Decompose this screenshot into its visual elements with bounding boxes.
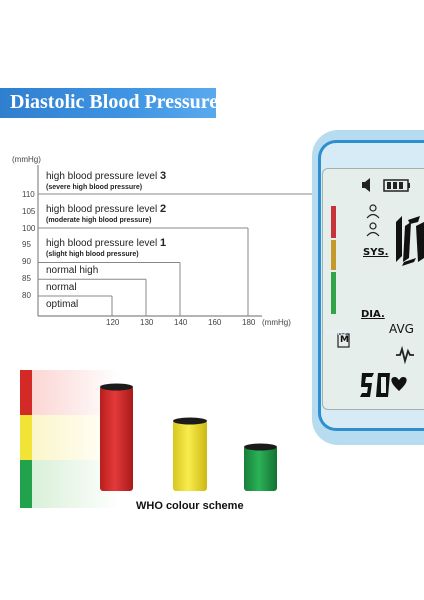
x-tick: 120 xyxy=(106,318,120,327)
level-sub-2: (moderate high blood pressure) xyxy=(46,217,152,224)
y-tick: 100 xyxy=(22,224,36,233)
who-bar-green xyxy=(331,272,336,314)
level-sub-3: (severe high blood pressure) xyxy=(46,184,143,191)
battery-icon xyxy=(383,179,410,192)
cylinder-red xyxy=(100,383,133,491)
y-tick: 80 xyxy=(22,291,31,300)
level-label-normal: normal xyxy=(46,282,77,293)
x-tick: 140 xyxy=(174,318,188,327)
strip-green xyxy=(20,460,32,508)
title-banner: Diastolic Blood Pressure xyxy=(0,88,219,118)
y-tick: 95 xyxy=(22,240,31,249)
level-label-1: high blood pressure level 1 xyxy=(46,237,167,249)
avg-label: AVG xyxy=(389,322,414,336)
x-tick: 130 xyxy=(140,318,154,327)
memory-label: M xyxy=(340,335,349,345)
who-bar-red xyxy=(331,206,336,238)
x-tick: 160 xyxy=(208,318,222,327)
user-1-icon xyxy=(366,204,380,219)
x-tick: 180 xyxy=(242,318,256,327)
y-tick: 105 xyxy=(22,207,36,216)
cylinder-yellow xyxy=(173,417,207,491)
who-bar-amber xyxy=(331,240,336,270)
dia-label: DIA. xyxy=(361,309,385,320)
strip-red xyxy=(20,370,32,415)
who-label: WHO xyxy=(324,328,347,338)
y-tick: 110 xyxy=(22,190,35,199)
pulse-digit-hole xyxy=(381,377,386,393)
heartbeat-icon xyxy=(396,345,414,365)
legend-title: WHO colour scheme xyxy=(136,500,244,512)
level-label-normal-high: normal high xyxy=(46,265,99,276)
level-label-optimal: optimal xyxy=(46,299,79,310)
level-label-3: high blood pressure level 3 xyxy=(46,170,167,182)
memory-box xyxy=(337,333,350,348)
x-axis-unit: (mmHg) xyxy=(262,318,291,327)
sys-digits xyxy=(396,216,424,266)
y-tick: 90 xyxy=(22,257,31,266)
y-tick: 85 xyxy=(22,274,31,283)
cylinder-green xyxy=(244,443,277,491)
sys-label: SYS. xyxy=(363,247,389,258)
who-bar xyxy=(331,206,336,314)
speaker-icon xyxy=(362,178,370,192)
page-title: Diastolic Blood Pressure xyxy=(10,91,219,113)
y-axis-unit: (mmHg) xyxy=(12,155,41,164)
level-sub-1: (slight high blood pressure) xyxy=(46,251,139,258)
lcd-screen xyxy=(322,168,424,410)
level-label-2: high blood pressure level 2 xyxy=(46,203,167,215)
user-2-icon xyxy=(366,222,380,237)
strip-yellow xyxy=(20,415,32,460)
heart-icon xyxy=(391,377,407,391)
